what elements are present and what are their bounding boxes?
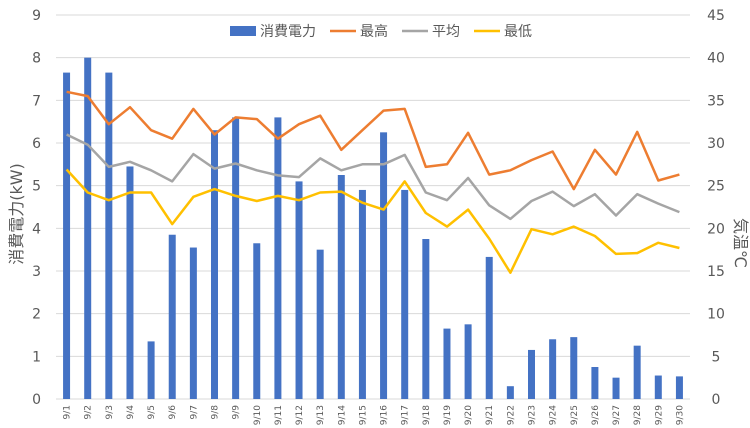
- x-tick-label: 9/11: [274, 405, 284, 425]
- bar-power: [189, 247, 197, 399]
- bar-power: [274, 117, 282, 400]
- y-tick-label: 9: [32, 8, 41, 24]
- bar-power: [295, 181, 303, 399]
- x-tick-label: 9/6: [168, 405, 178, 420]
- bar-power: [549, 339, 557, 399]
- y2-tick-label: 25: [707, 179, 725, 195]
- x-tick-label: 9/25: [570, 405, 580, 425]
- bar-power: [485, 256, 493, 399]
- bar-power: [84, 57, 92, 400]
- y-tick-label: 1: [32, 349, 41, 365]
- x-tick-label: 9/24: [549, 405, 559, 425]
- y-tick-label: 4: [32, 221, 41, 237]
- line-avg-temp: [66, 133, 680, 221]
- x-tick-label: 9/7: [189, 405, 199, 419]
- line-min-temp: [65, 168, 680, 274]
- x-tick-label: 9/30: [675, 405, 685, 425]
- x-tick-label: 9/22: [506, 405, 516, 425]
- y-tick-label: 5: [32, 179, 41, 195]
- x-tick-label: 9/16: [380, 405, 390, 425]
- y-tick-label: 7: [32, 93, 41, 109]
- bar-power: [654, 375, 662, 399]
- bar-power: [464, 324, 472, 399]
- x-tick-label: 9/14: [337, 405, 347, 425]
- y-tick-label: 6: [32, 136, 41, 152]
- bar-power: [147, 341, 155, 399]
- y2-tick-label: 40: [707, 51, 725, 67]
- x-tick-label: 9/5: [147, 405, 157, 419]
- x-tick-label: 9/17: [401, 405, 411, 425]
- x-tick-label: 9/12: [295, 405, 305, 425]
- x-tick-label: 9/8: [211, 405, 221, 420]
- legend-label-max: 最高: [360, 23, 388, 40]
- bar-power: [633, 345, 641, 399]
- line-max-temp: [66, 90, 680, 191]
- x-tick-label: 9/10: [253, 405, 263, 425]
- bar-power: [591, 367, 599, 399]
- y2-tick-label: 30: [707, 136, 725, 152]
- x-tick-label: 9/15: [358, 405, 368, 425]
- bar-power: [612, 377, 620, 399]
- gridlines: [56, 14, 690, 400]
- x-tick-label: 9/26: [591, 405, 601, 425]
- bar-power: [126, 166, 134, 399]
- y-axis-title: 消費電力(kW): [7, 163, 26, 265]
- y2-tick-label: 35: [707, 93, 725, 109]
- bar-power: [63, 72, 71, 399]
- y2-axis-title: 気温℃: [731, 218, 750, 268]
- left-axis-ticks: 0 1 2 3 4 5 6 7 8 9: [32, 8, 41, 408]
- y2-tick-label: 10: [707, 307, 725, 323]
- y2-tick-label: 45: [707, 8, 725, 24]
- bar-power: [443, 328, 451, 399]
- legend-label-power: 消費電力: [260, 24, 316, 40]
- bar-power: [506, 386, 514, 399]
- bar-power: [570, 337, 578, 399]
- legend-swatch-power: [230, 26, 256, 36]
- bar-power: [105, 72, 113, 399]
- y-tick-label: 3: [32, 264, 41, 280]
- y2-tick-label: 0: [712, 392, 721, 408]
- bar-power: [675, 376, 683, 399]
- y-tick-label: 2: [32, 307, 41, 323]
- bar-power: [528, 349, 535, 399]
- x-tick-label: 9/3: [105, 405, 115, 419]
- x-tick-label: 9/2: [84, 405, 94, 419]
- x-tick-label: 9/28: [633, 405, 643, 425]
- x-axis-ticks: 9/1 9/2 9/3 9/4 9/5 9/6 9/7 9/8 9/9 9/10 9/11 9/12 9…: [63, 405, 686, 425]
- x-tick-label: 9/29: [654, 405, 664, 425]
- y-tick-label: 0: [32, 392, 41, 408]
- x-tick-label: 9/9: [232, 405, 242, 420]
- bar-power: [337, 175, 345, 399]
- x-tick-label: 9/23: [528, 405, 538, 425]
- bar-power: [168, 234, 176, 399]
- x-tick-label: 9/20: [464, 405, 474, 425]
- x-tick-label: 9/13: [316, 405, 326, 425]
- x-tick-label: 9/4: [126, 405, 136, 420]
- bar-power: [253, 243, 261, 399]
- bar-power: [316, 249, 324, 399]
- x-tick-label: 9/19: [443, 405, 453, 425]
- x-tick-label: 9/21: [485, 405, 495, 425]
- bar-series-power: [63, 57, 683, 400]
- x-tick-label: 9/18: [422, 405, 432, 425]
- bar-power: [380, 132, 388, 400]
- y2-tick-label: 20: [707, 221, 725, 237]
- bar-power: [422, 239, 430, 399]
- legend-label-min: 最低: [504, 24, 532, 40]
- legend: 消費電力 最高 平均 最低: [230, 23, 532, 40]
- bar-power: [211, 130, 218, 399]
- right-axis-ticks: 0 5 10 15 20 25 30 35 40 45: [707, 8, 725, 408]
- x-tick-label: 9/27: [612, 405, 622, 425]
- legend-label-avg: 平均: [432, 24, 460, 40]
- y2-tick-label: 15: [707, 264, 725, 280]
- bar-power: [401, 189, 409, 399]
- line-series-temperature: [65, 90, 680, 274]
- x-tick-label: 9/1: [63, 405, 73, 419]
- bar-power: [358, 189, 366, 399]
- y-tick-label: 8: [32, 51, 41, 67]
- bar-power: [232, 117, 240, 400]
- y2-tick-label: 5: [712, 349, 721, 365]
